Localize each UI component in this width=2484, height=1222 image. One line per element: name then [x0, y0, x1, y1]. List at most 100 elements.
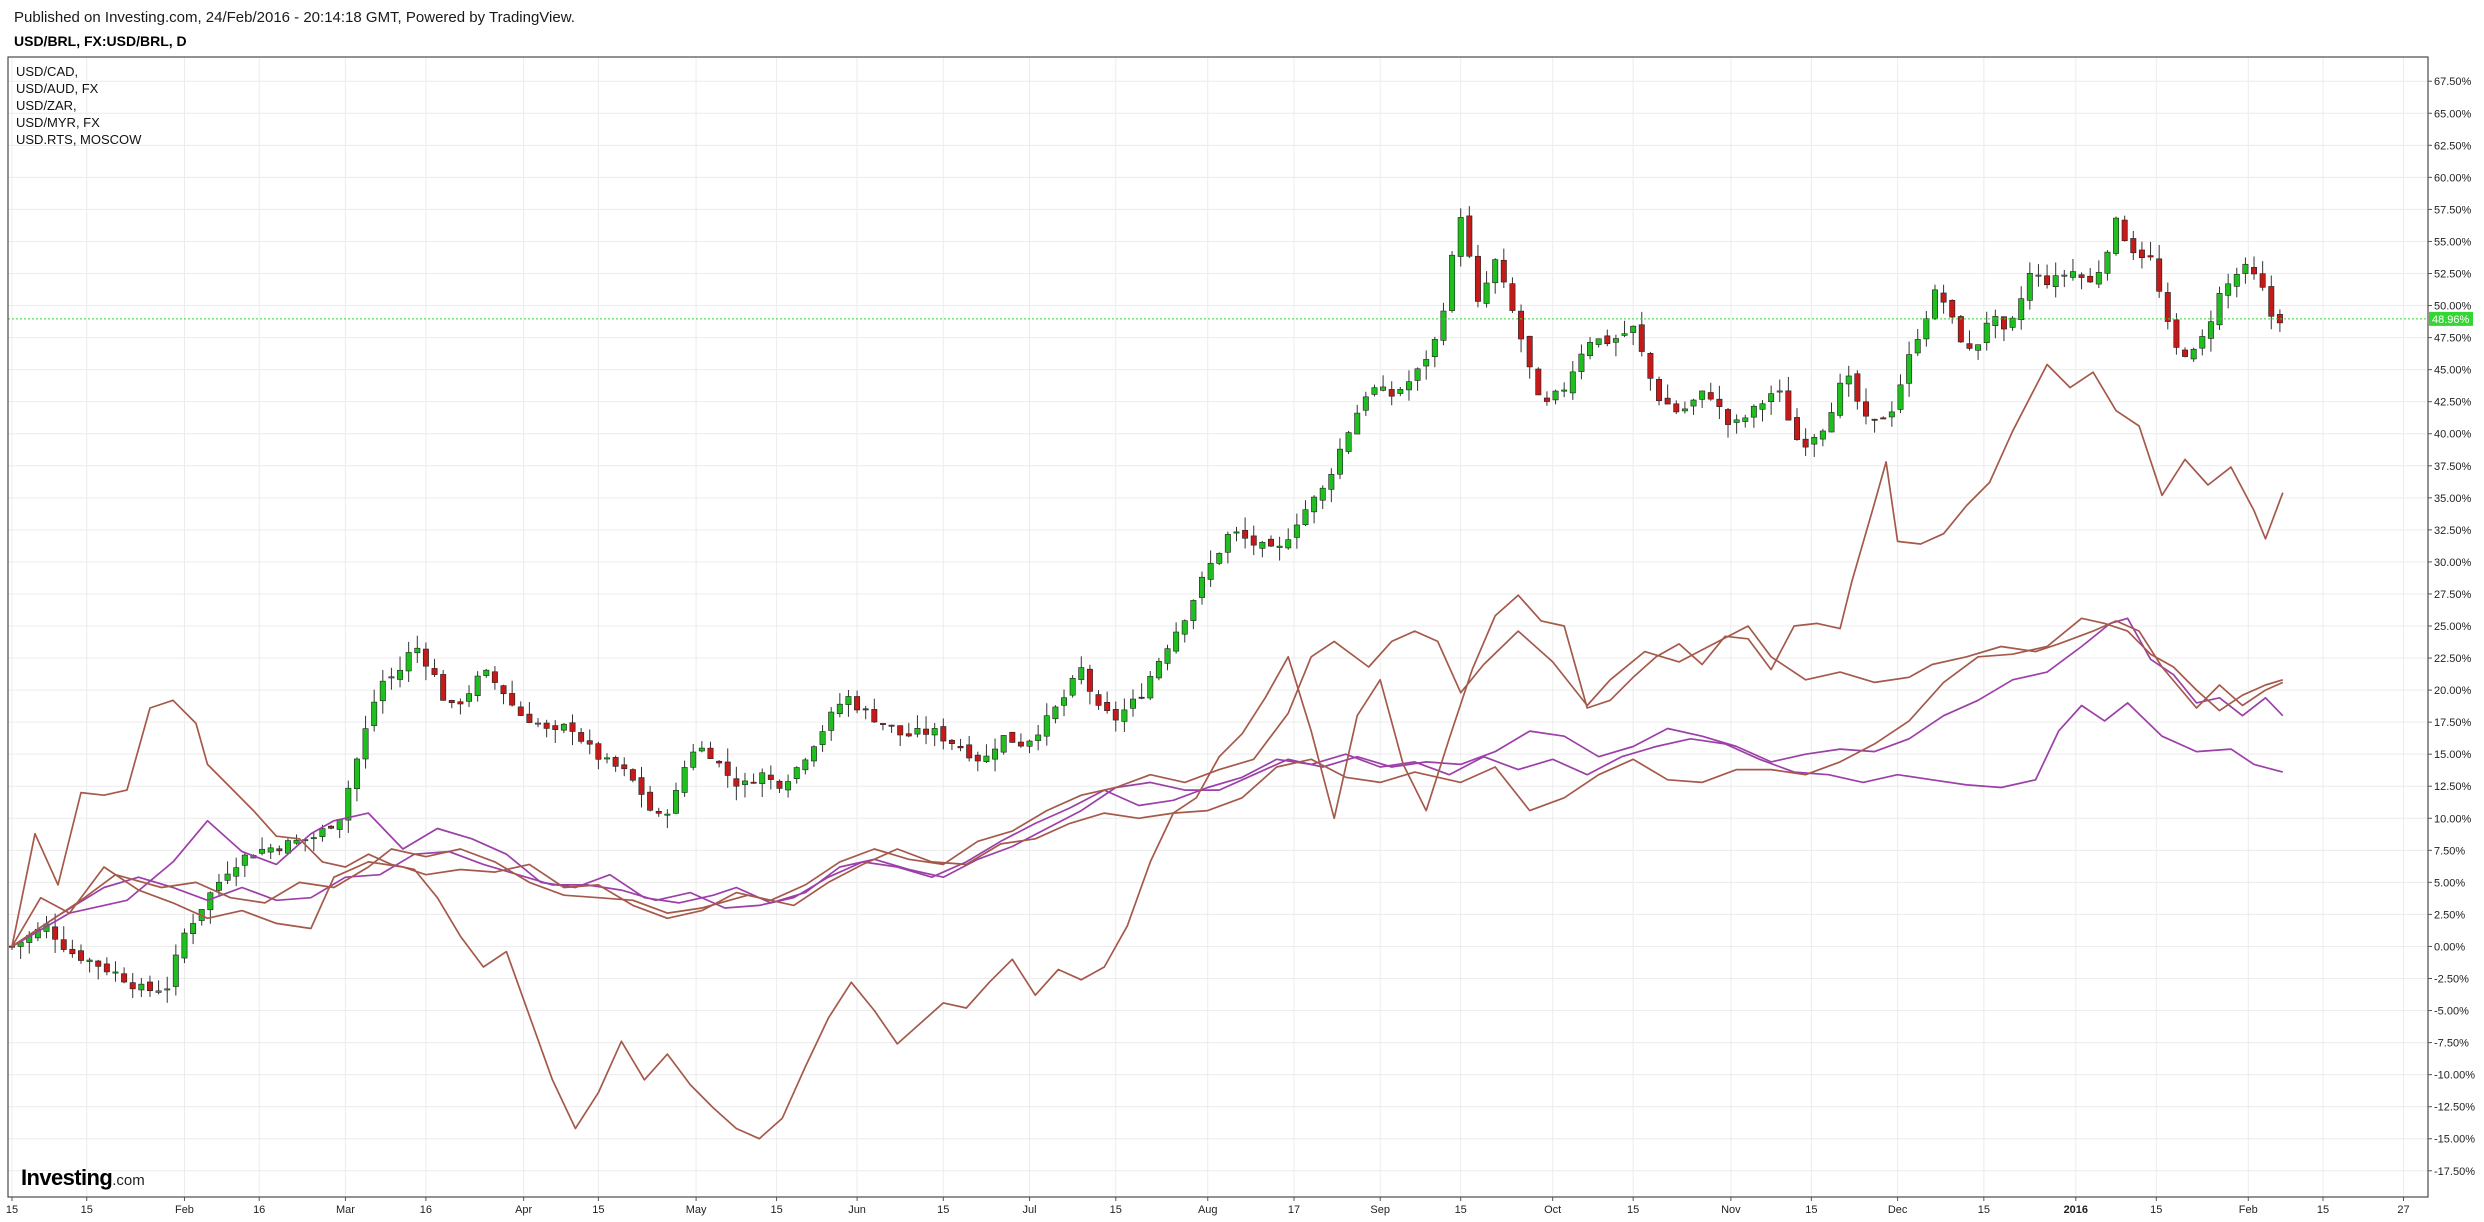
candle-body	[293, 839, 300, 844]
candle-body	[905, 733, 912, 737]
candle	[1328, 468, 1335, 503]
candle	[1423, 350, 1430, 380]
x-tick-label: Feb	[175, 1204, 194, 1216]
candle	[2138, 241, 2145, 269]
candle-body	[793, 767, 800, 779]
candle	[1906, 341, 1913, 397]
candle-body	[638, 777, 645, 795]
y-tick-label: 45.00%	[2434, 365, 2472, 377]
candle	[1983, 311, 1990, 351]
candle	[1250, 525, 1257, 556]
candle-body	[1992, 316, 1999, 326]
candle	[1664, 384, 1671, 405]
candle	[362, 715, 369, 769]
y-tick-label: 60.00%	[2434, 172, 2472, 184]
candle-body	[397, 669, 404, 680]
candle	[1604, 329, 1611, 347]
candle	[1811, 434, 1818, 457]
candle-body	[604, 757, 610, 760]
x-tick-label: Sep	[1370, 1204, 1390, 1216]
candle	[1707, 382, 1714, 401]
candle-body	[1181, 620, 1188, 635]
candle	[2268, 275, 2275, 330]
candle-body	[2207, 321, 2214, 339]
candle-body	[1457, 217, 1464, 257]
legend: USD/CAD, USD/AUD, FX USD/ZAR, USD/MYR, F…	[16, 63, 141, 148]
x-tick-label: Mar	[336, 1204, 355, 1216]
candle-body	[1785, 390, 1792, 421]
candle-body	[586, 740, 593, 745]
candle-body	[1483, 282, 1490, 304]
candle-body	[1828, 412, 1835, 433]
candle-body	[1009, 731, 1016, 743]
candle-body	[2087, 275, 2094, 283]
candle-body	[1250, 535, 1257, 546]
candle	[1371, 384, 1378, 397]
candle-body	[2216, 293, 2223, 326]
candle-body	[2173, 319, 2180, 348]
x-tick-label: 15	[81, 1204, 93, 1216]
candle	[1914, 328, 1921, 357]
candle	[2044, 264, 2051, 289]
candle-body	[569, 722, 576, 732]
candle-body	[983, 755, 990, 762]
candle-body	[224, 873, 231, 881]
candle-body	[1707, 392, 1714, 400]
candle	[1888, 401, 1895, 427]
y-tick-label: 15.00%	[2434, 749, 2472, 761]
y-tick-label: 5.00%	[2434, 877, 2465, 889]
candle-body	[405, 652, 412, 672]
candle-body	[1854, 373, 1861, 402]
candle-body	[1897, 384, 1904, 410]
candle-body	[1742, 417, 1749, 422]
x-tick-label: 15	[1455, 1204, 1467, 1216]
candle	[1742, 414, 1749, 428]
candle-body	[2199, 336, 2206, 349]
candle-body	[1957, 316, 1964, 343]
candle	[2199, 329, 2206, 356]
x-tick-label: Apr	[515, 1204, 532, 1216]
candle	[1474, 244, 1481, 308]
candle	[1199, 571, 1205, 605]
legend-entry: USD/ZAR,	[16, 98, 77, 113]
series-line	[11, 620, 2284, 947]
candle	[138, 977, 145, 997]
candle	[733, 766, 740, 801]
candle	[905, 722, 912, 738]
candle	[543, 719, 550, 738]
comparison-series	[11, 363, 2284, 1140]
candle-body	[923, 728, 930, 735]
candle-body	[2000, 316, 2007, 330]
candle-body	[1733, 419, 1740, 423]
candlestick-series	[9, 206, 2283, 1003]
y-tick-label: 22.50%	[2434, 653, 2472, 665]
grid-lines	[8, 57, 2428, 1197]
candle-body	[328, 825, 335, 829]
candle	[224, 861, 231, 885]
candle	[940, 718, 947, 750]
candle-body	[103, 963, 110, 973]
candle	[1147, 671, 1154, 701]
candle-body	[1440, 310, 1447, 341]
candle	[2078, 272, 2085, 290]
candle-body	[1759, 403, 1766, 410]
candle	[2035, 264, 2042, 287]
candle	[1845, 365, 1852, 397]
candle	[284, 838, 291, 854]
x-tick-label: 15	[937, 1204, 949, 1216]
candle	[172, 944, 179, 996]
candle-body	[612, 757, 619, 767]
candle	[1897, 374, 1904, 414]
candle-body	[681, 767, 688, 793]
candle-body	[448, 699, 455, 704]
candle-body	[785, 781, 792, 791]
candle	[1699, 390, 1706, 408]
candle-body	[2182, 349, 2189, 357]
candle	[129, 973, 136, 998]
candle	[1552, 389, 1559, 405]
candle	[2087, 267, 2094, 283]
y-tick-label: -17.50%	[2434, 1166, 2475, 1178]
candle	[1595, 338, 1602, 348]
candle	[1569, 361, 1576, 400]
